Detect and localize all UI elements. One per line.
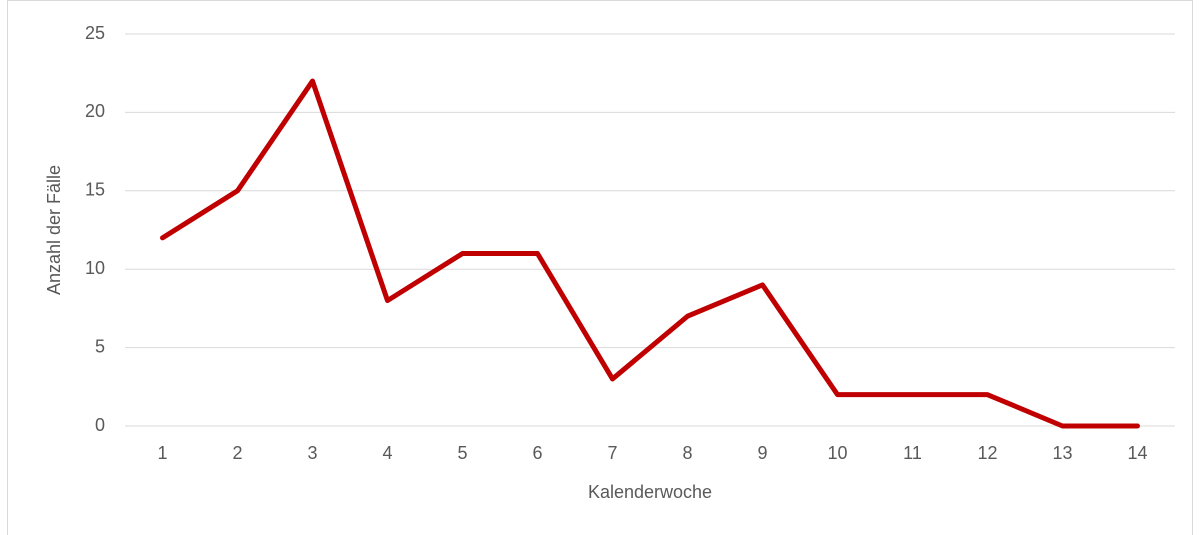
x-tick-label: 10	[827, 443, 847, 463]
x-tick-label: 8	[682, 443, 692, 463]
x-tick-label: 5	[457, 443, 467, 463]
x-tick-label: 6	[532, 443, 542, 463]
x-tick-label: 14	[1127, 443, 1147, 463]
y-tick-label: 20	[85, 101, 105, 121]
x-tick-label: 11	[903, 443, 922, 463]
x-tick-label: 2	[232, 443, 242, 463]
x-tick-label: 3	[307, 443, 317, 463]
y-axis-label: Anzahl der Fälle	[44, 165, 64, 295]
data-line	[160, 78, 1140, 429]
x-tick-label: 9	[757, 443, 767, 463]
y-tick-label: 10	[85, 258, 105, 278]
x-axis-label: Kalenderwoche	[588, 482, 712, 502]
y-tick-label: 15	[85, 180, 105, 200]
y-tick-label: 5	[95, 336, 105, 356]
x-tick-label: 13	[1052, 443, 1072, 463]
x-tick-label: 7	[607, 443, 617, 463]
x-tick-label: 12	[977, 443, 997, 463]
chart-frame	[7, 0, 1193, 535]
x-tick-label: 4	[382, 443, 392, 463]
y-tick-label: 25	[85, 23, 105, 43]
x-tick-label: 1	[157, 443, 167, 463]
y-tick-label: 0	[95, 415, 105, 435]
